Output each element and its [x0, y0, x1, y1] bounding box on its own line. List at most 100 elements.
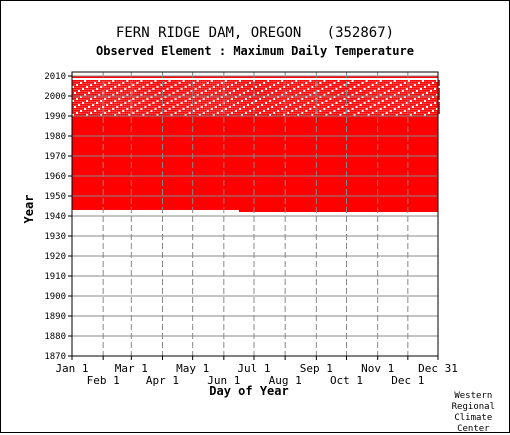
- data-cell: [218, 98, 221, 100]
- data-cell: [236, 98, 239, 100]
- data-cell: [313, 98, 316, 100]
- data-cell: [76, 94, 79, 96]
- y-tick-label: 1920: [44, 252, 66, 262]
- data-cell: [361, 100, 364, 102]
- data-cell: [176, 84, 179, 86]
- data-cell: [178, 108, 181, 110]
- data-cell: [236, 108, 239, 110]
- data-cell: [361, 106, 364, 108]
- data-cell: [160, 110, 163, 112]
- data-cell: [106, 98, 109, 100]
- data-cell: [218, 88, 221, 90]
- data-cell: [86, 106, 89, 108]
- data-cell: [333, 84, 336, 86]
- data-cell: [385, 94, 388, 96]
- data-cell: [148, 92, 151, 94]
- data-cell: [200, 102, 203, 104]
- data-cell: [383, 102, 386, 104]
- data-cell: [265, 112, 268, 114]
- data-cell: [303, 114, 306, 116]
- data-cell: [90, 88, 93, 90]
- data-cell: [395, 96, 398, 98]
- data-cell: [218, 102, 221, 104]
- data-cell: [232, 94, 235, 96]
- data-cell: [307, 104, 310, 106]
- data-cell: [178, 106, 181, 108]
- data-cell: [391, 112, 394, 114]
- data-cell: [303, 102, 306, 104]
- data-cell: [319, 102, 322, 104]
- data-cell: [429, 82, 432, 84]
- data-cell: [411, 88, 414, 90]
- data-cell: [351, 102, 354, 104]
- data-cell: [339, 98, 342, 100]
- data-cell: [74, 80, 77, 82]
- data-cell: [431, 100, 434, 102]
- data-cell: [323, 114, 326, 116]
- data-cell: [206, 86, 209, 88]
- data-cell: [259, 96, 262, 98]
- data-cell: [359, 114, 362, 116]
- data-cell: [98, 84, 101, 86]
- data-cell: [248, 108, 251, 110]
- data-cell: [158, 94, 161, 96]
- data-cell: [234, 100, 237, 102]
- data-cell: [104, 80, 107, 82]
- data-cell: [236, 84, 239, 86]
- data-cell: [148, 96, 151, 98]
- data-cell: [405, 96, 408, 98]
- data-cell: [351, 110, 354, 112]
- data-cell: [170, 90, 173, 92]
- data-cell: [206, 106, 209, 108]
- data-cell: [355, 80, 358, 82]
- data-cell: [438, 80, 441, 82]
- data-cell: [413, 114, 416, 116]
- data-cell: [365, 88, 368, 90]
- data-cell: [190, 86, 193, 88]
- data-cell: [257, 100, 260, 102]
- data-cell: [210, 90, 213, 92]
- data-cell: [112, 88, 115, 90]
- data-row-partial: [72, 94, 441, 96]
- data-cell: [307, 108, 310, 110]
- data-cell: [182, 114, 185, 116]
- data-cell: [246, 112, 249, 114]
- data-cell: [397, 110, 400, 112]
- data-cell: [142, 84, 145, 86]
- data-cell: [110, 98, 113, 100]
- data-cell: [80, 112, 83, 114]
- data-cell: [98, 86, 101, 88]
- data-cell: [168, 110, 171, 112]
- data-cell: [415, 110, 418, 112]
- data-cell: [301, 88, 304, 90]
- data-cell: [349, 110, 352, 112]
- data-cell: [357, 104, 360, 106]
- data-cell: [267, 106, 270, 108]
- data-cell: [192, 100, 195, 102]
- data-cell: [148, 106, 151, 108]
- data-cell: [265, 110, 268, 112]
- data-cell: [417, 108, 420, 110]
- data-cell: [230, 88, 233, 90]
- data-cell: [363, 92, 366, 94]
- data-cell: [104, 108, 107, 110]
- data-cell: [232, 96, 235, 98]
- data-cell: [285, 86, 288, 88]
- data-cell: [84, 102, 87, 104]
- data-cell: [90, 86, 93, 88]
- data-cell: [341, 102, 344, 104]
- data-cell: [158, 98, 161, 100]
- data-cell: [275, 98, 278, 100]
- data-cell: [401, 98, 404, 100]
- data-cell: [140, 112, 143, 114]
- data-cell: [419, 96, 422, 98]
- data-cell: [351, 114, 354, 116]
- data-cell: [335, 108, 338, 110]
- data-cell: [72, 104, 75, 106]
- data-cell: [142, 108, 145, 110]
- data-cell: [182, 102, 185, 104]
- data-cell: [269, 92, 272, 94]
- data-cell: [343, 86, 346, 88]
- data-cell: [339, 84, 342, 86]
- data-cell: [321, 96, 324, 98]
